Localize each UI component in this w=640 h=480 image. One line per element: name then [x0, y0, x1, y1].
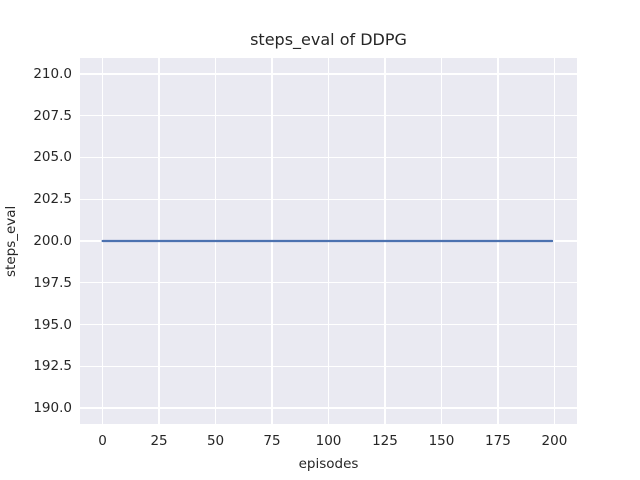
- y-tick-label: 200.0: [33, 233, 72, 249]
- x-tick-label: 150: [428, 433, 455, 449]
- plot-gridline-horizontal: [80, 365, 577, 368]
- x-tick-label: 75: [263, 433, 281, 449]
- x-tick-label: 125: [372, 433, 398, 449]
- plot-gridline-horizontal: [80, 73, 577, 75]
- plot-gridline-horizontal: [80, 282, 577, 284]
- y-tick-label: 205.0: [33, 149, 72, 166]
- x-tick-label: 0: [98, 433, 107, 449]
- x-tick-label: 50: [206, 433, 225, 449]
- x-tick-label: 175: [485, 433, 511, 449]
- y-tick-label: 207.5: [33, 107, 72, 124]
- chart-title: steps_eval of DDPG: [250, 30, 407, 49]
- y-tick-label: 192.5: [33, 358, 72, 375]
- plot-gridline-horizontal: [80, 407, 577, 409]
- x-tick-label: 100: [315, 433, 342, 449]
- y-tick-label: 190.0: [33, 400, 72, 417]
- plot-gridline-horizontal: [80, 156, 577, 159]
- y-tick-label: 202.5: [33, 191, 72, 208]
- x-tick-label: 25: [150, 433, 168, 449]
- y-tick-label: 197.5: [33, 274, 72, 291]
- y-tick-label: 195.0: [33, 316, 72, 333]
- series-layer: [101, 239, 554, 243]
- plot-gridline-horizontal: [80, 323, 577, 326]
- x-axis-label: episodes: [298, 456, 359, 472]
- plot-area: [80, 58, 577, 424]
- x-tick-label: 200: [541, 433, 568, 449]
- plot-gridline-horizontal: [80, 114, 577, 117]
- plot-gridline-horizontal: [80, 198, 577, 200]
- y-tick-label: 210.0: [33, 65, 72, 82]
